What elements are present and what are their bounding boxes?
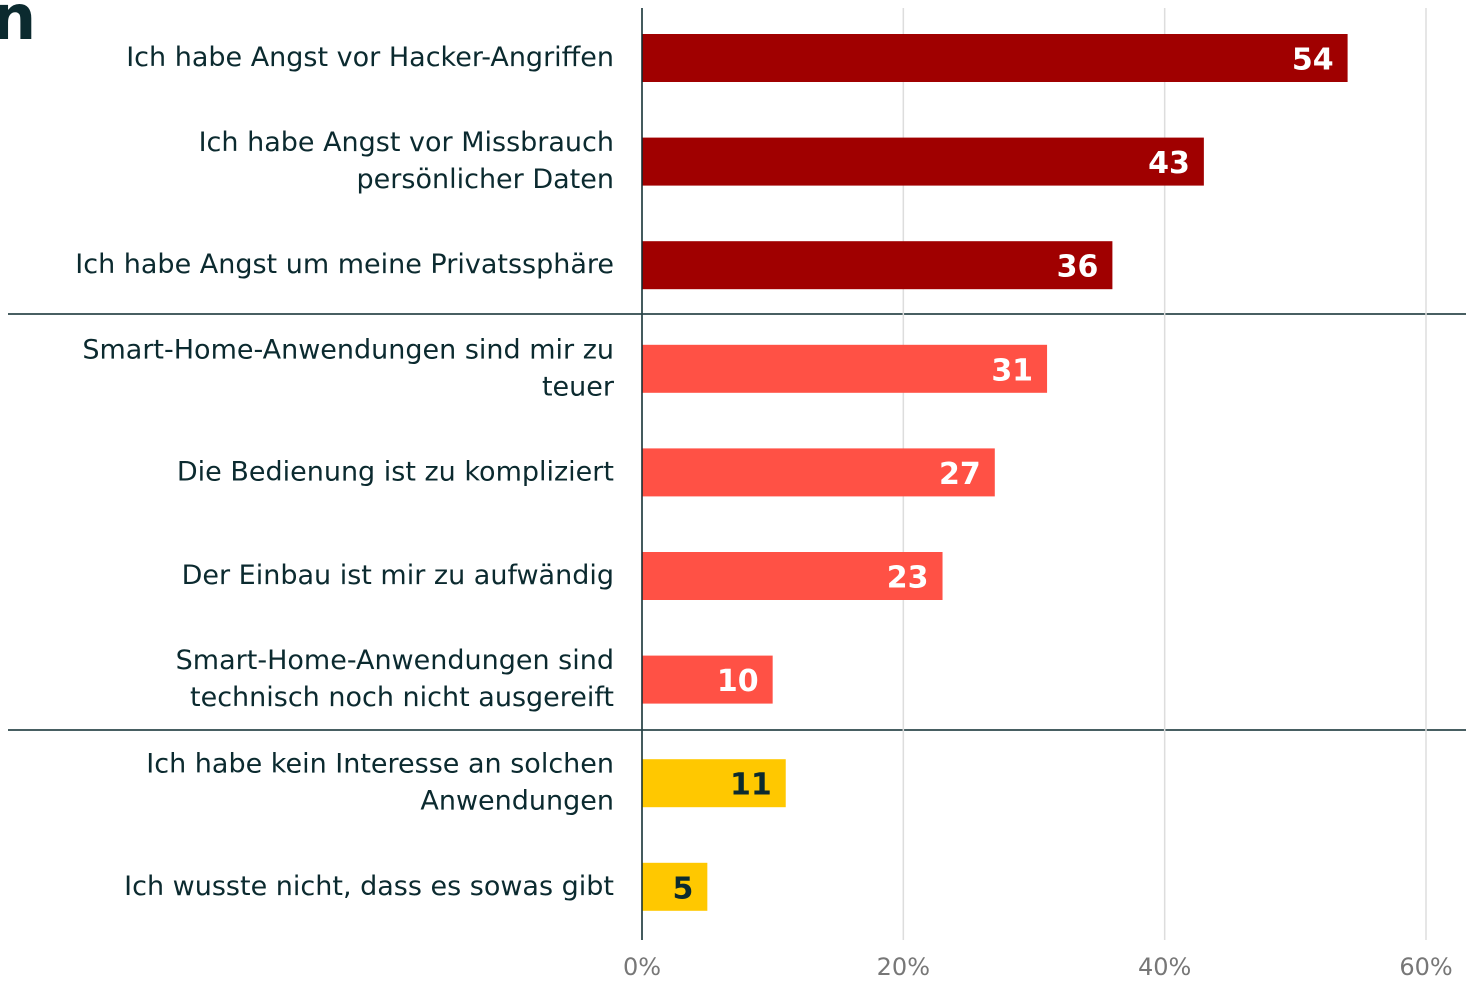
bar bbox=[642, 552, 943, 600]
bar bbox=[642, 655, 773, 704]
y-tick-label: Der Einbau ist mir zu aufwändig bbox=[182, 560, 614, 591]
y-tick-label: Ich habe Angst vor Hacker-Angriffen bbox=[126, 42, 614, 73]
y-tick-label: Smart-Home-Anwendungen sind technisch noc… bbox=[176, 645, 614, 713]
y-tick-label: Smart-Home-Anwendungen sind mir zu teuer bbox=[82, 334, 615, 402]
value-label: 43 bbox=[1148, 146, 1190, 181]
value-label: 10 bbox=[717, 664, 759, 699]
bar bbox=[642, 137, 1204, 186]
value-label: 54 bbox=[1292, 43, 1334, 78]
chart-title: n bbox=[0, 0, 36, 54]
value-label: 5 bbox=[672, 871, 693, 906]
value-label: 36 bbox=[1057, 250, 1099, 285]
bar bbox=[642, 344, 1048, 393]
bar bbox=[642, 862, 708, 911]
value-label: 27 bbox=[939, 457, 981, 492]
y-tick-label: Ich habe kein Interesse an solchen Anwend… bbox=[146, 748, 614, 816]
bar bbox=[642, 34, 1348, 82]
x-tick-label: 40% bbox=[1138, 953, 1191, 981]
y-tick-label: Ich wusste nicht, dass es sowas gibt bbox=[124, 870, 614, 901]
y-tick-label: Ich habe Angst um meine Privatssphäre bbox=[75, 249, 614, 280]
y-tick-label: Die Bedienung ist zu kompliziert bbox=[177, 456, 614, 487]
x-tick-label: 0% bbox=[623, 953, 661, 981]
bar bbox=[642, 759, 786, 808]
bar bbox=[642, 241, 1113, 290]
value-label: 23 bbox=[887, 561, 929, 596]
value-label: 11 bbox=[730, 768, 772, 803]
y-tick-label: Ich habe Angst vor Missbrauch persönliche… bbox=[199, 127, 614, 195]
value-label: 31 bbox=[991, 353, 1033, 388]
x-tick-label: 60% bbox=[1399, 953, 1452, 981]
bar bbox=[642, 448, 995, 497]
x-tick-label: 20% bbox=[877, 953, 930, 981]
